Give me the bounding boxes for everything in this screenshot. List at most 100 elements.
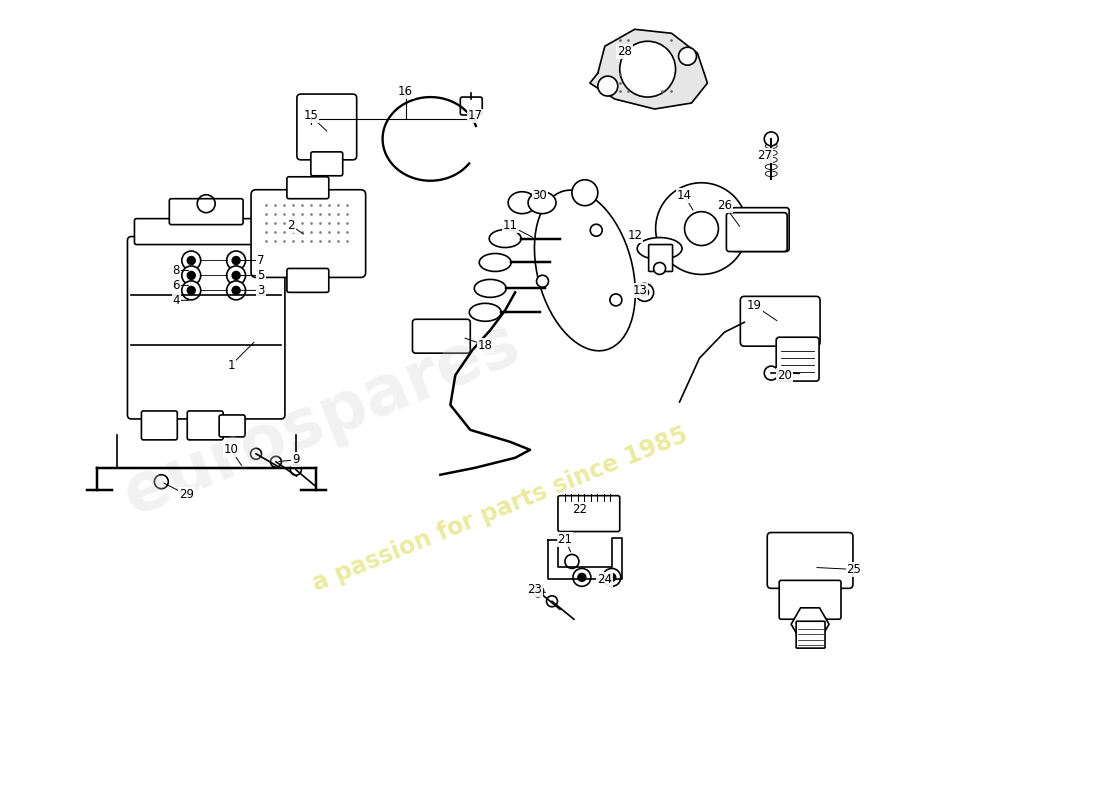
FancyBboxPatch shape [412, 319, 471, 353]
Text: 7: 7 [257, 254, 265, 267]
FancyBboxPatch shape [460, 97, 482, 115]
Polygon shape [590, 30, 707, 109]
Ellipse shape [766, 157, 778, 162]
Circle shape [187, 271, 195, 279]
Text: 18: 18 [477, 338, 493, 352]
Text: 28: 28 [617, 45, 632, 58]
FancyBboxPatch shape [779, 580, 842, 619]
Text: 22: 22 [572, 503, 587, 516]
Circle shape [619, 42, 675, 97]
FancyBboxPatch shape [767, 533, 852, 588]
Text: 17: 17 [468, 110, 483, 122]
Text: 20: 20 [777, 369, 792, 382]
FancyBboxPatch shape [128, 237, 285, 419]
FancyBboxPatch shape [311, 152, 343, 176]
Circle shape [609, 294, 622, 306]
Circle shape [227, 281, 245, 300]
Text: 26: 26 [717, 199, 732, 212]
FancyBboxPatch shape [287, 269, 329, 292]
Text: 8: 8 [173, 264, 180, 277]
Text: 10: 10 [223, 443, 239, 456]
Circle shape [227, 251, 245, 270]
FancyBboxPatch shape [251, 190, 365, 278]
Ellipse shape [474, 279, 506, 298]
FancyBboxPatch shape [732, 208, 789, 251]
Text: 24: 24 [597, 573, 613, 586]
Circle shape [537, 275, 549, 287]
Ellipse shape [528, 192, 556, 214]
Ellipse shape [766, 171, 778, 177]
Text: 4: 4 [173, 294, 180, 307]
FancyBboxPatch shape [134, 218, 278, 245]
Circle shape [608, 574, 616, 582]
Text: 6: 6 [173, 279, 180, 292]
Circle shape [187, 257, 195, 265]
FancyBboxPatch shape [726, 213, 788, 251]
FancyBboxPatch shape [649, 245, 672, 271]
Circle shape [182, 251, 200, 270]
Ellipse shape [766, 150, 778, 156]
Circle shape [232, 257, 240, 265]
Circle shape [578, 574, 586, 582]
Text: 14: 14 [676, 190, 692, 202]
Text: 27: 27 [757, 150, 772, 162]
Text: 9: 9 [293, 454, 299, 466]
Text: a passion for parts since 1985: a passion for parts since 1985 [309, 423, 691, 596]
Text: 3: 3 [257, 284, 265, 297]
FancyBboxPatch shape [142, 411, 177, 440]
Circle shape [656, 182, 747, 274]
FancyBboxPatch shape [777, 338, 820, 381]
FancyBboxPatch shape [187, 411, 223, 440]
Circle shape [573, 569, 591, 586]
Text: 19: 19 [747, 299, 762, 312]
Ellipse shape [637, 238, 682, 259]
FancyBboxPatch shape [740, 296, 821, 346]
Text: 11: 11 [503, 219, 518, 232]
Ellipse shape [470, 303, 502, 322]
Circle shape [532, 586, 543, 597]
Circle shape [679, 47, 696, 65]
Text: 5: 5 [257, 269, 265, 282]
Text: 15: 15 [304, 110, 318, 122]
Circle shape [636, 283, 653, 302]
Circle shape [603, 569, 620, 586]
FancyBboxPatch shape [297, 94, 356, 160]
Circle shape [565, 554, 579, 569]
Circle shape [232, 271, 240, 279]
FancyBboxPatch shape [169, 198, 243, 225]
Circle shape [187, 286, 195, 294]
FancyBboxPatch shape [219, 415, 245, 437]
Text: 2: 2 [287, 219, 295, 232]
FancyBboxPatch shape [558, 496, 619, 531]
Circle shape [182, 266, 200, 285]
Ellipse shape [508, 192, 536, 214]
Ellipse shape [480, 254, 512, 271]
Circle shape [764, 366, 778, 380]
Circle shape [227, 266, 245, 285]
Circle shape [182, 281, 200, 300]
Circle shape [597, 76, 618, 96]
Text: 1: 1 [228, 358, 235, 372]
Text: 12: 12 [627, 229, 642, 242]
Circle shape [764, 132, 778, 146]
Text: 13: 13 [632, 284, 647, 297]
Circle shape [547, 596, 558, 606]
Ellipse shape [766, 164, 778, 170]
Text: 25: 25 [847, 563, 861, 576]
Circle shape [591, 224, 602, 236]
Ellipse shape [490, 230, 521, 247]
Circle shape [684, 212, 718, 246]
Text: 21: 21 [558, 533, 572, 546]
Text: eurospares: eurospares [113, 310, 529, 530]
Circle shape [290, 464, 301, 475]
Circle shape [640, 288, 649, 296]
Circle shape [232, 286, 240, 294]
Text: 23: 23 [528, 583, 542, 596]
FancyBboxPatch shape [796, 622, 825, 648]
FancyBboxPatch shape [287, 177, 329, 198]
Circle shape [653, 262, 666, 274]
Circle shape [251, 448, 262, 459]
Text: 29: 29 [179, 488, 194, 501]
Text: 30: 30 [532, 190, 548, 202]
Polygon shape [791, 608, 829, 641]
